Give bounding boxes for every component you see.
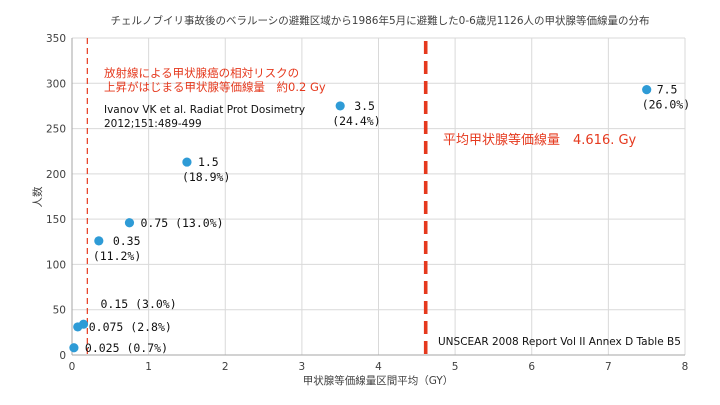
x-tick-label: 2 xyxy=(222,361,229,373)
data-point xyxy=(78,319,89,329)
x-axis-label: 甲状腺等価線量区間平均（GY） xyxy=(303,374,454,387)
y-tick-label: 150 xyxy=(46,214,66,226)
source-note: UNSCEAR 2008 Report Vol II Annex D Table… xyxy=(438,336,681,348)
citation-line1: Ivanov VK et al. Radiat Prot Dosimetry xyxy=(104,104,305,116)
gridlines xyxy=(72,37,686,355)
data-point xyxy=(335,101,345,111)
data-label-percent: (24.4%) xyxy=(332,114,380,128)
x-tick-label: 8 xyxy=(682,361,689,373)
threshold-annotation-line2: 上昇がはじまる甲状腺等価線量 約0.2 Gy xyxy=(104,80,326,94)
x-tick-label: 0 xyxy=(69,361,76,373)
data-label: 0.35 xyxy=(113,234,141,248)
data-labels: 0.025 (0.7%)0.075 (2.8%)0.15 (3.0%)0.35(… xyxy=(85,83,690,355)
data-label: 0.15 (3.0%) xyxy=(100,297,176,311)
mean-dose-label: 平均甲状腺等価線量 4.616. Gy xyxy=(443,132,637,148)
data-points xyxy=(69,85,652,353)
x-tick-label: 6 xyxy=(528,361,535,373)
y-tick-label: 200 xyxy=(46,169,66,181)
y-tick-label: 350 xyxy=(46,33,66,45)
citation-line2: 2012;151:489-499 xyxy=(104,118,202,130)
data-label-percent: (18.9%) xyxy=(182,170,230,184)
y-tick-label: 300 xyxy=(46,78,66,90)
axes xyxy=(71,38,685,356)
data-point xyxy=(94,236,104,246)
y-tick-label: 250 xyxy=(46,124,66,136)
y-tick-labels: 0 50 100 150 200 250 300 350 xyxy=(46,33,66,362)
x-tick-label: 1 xyxy=(145,361,152,373)
y-tick-label: 100 xyxy=(46,259,66,271)
data-label: 3.5 xyxy=(354,99,375,113)
x-tick-label: 4 xyxy=(375,361,382,373)
data-label: 7.5 xyxy=(657,83,678,97)
data-label: 0.075 (2.8%) xyxy=(89,320,172,334)
x-tick-label: 7 xyxy=(605,361,612,373)
x-tick-label: 5 xyxy=(452,361,459,373)
y-axis-label: 人数 xyxy=(31,186,44,207)
data-label-percent: (26.0%) xyxy=(642,98,690,112)
data-label-percent: (11.2%) xyxy=(93,249,141,263)
data-point xyxy=(124,218,135,228)
data-point xyxy=(642,85,652,95)
threshold-annotation-line1: 放射線による甲状腺癌の相対リスクの xyxy=(104,66,299,80)
x-tick-labels: 0 1 2 3 4 5 6 7 8 xyxy=(69,361,689,373)
chart-title: チェルノブイリ事故後のベラルーシの避難区域から1986年5月に避難した0-6歳児… xyxy=(110,14,649,27)
data-point xyxy=(69,343,79,353)
data-label: 0.75 (13.0%) xyxy=(140,216,223,230)
data-label: 0.025 (0.7%) xyxy=(85,341,168,355)
y-tick-label: 0 xyxy=(59,350,66,362)
y-tick-label: 50 xyxy=(53,305,66,317)
data-point xyxy=(182,157,192,167)
data-label: 1.5 xyxy=(198,155,219,169)
x-tick-label: 3 xyxy=(299,361,306,373)
